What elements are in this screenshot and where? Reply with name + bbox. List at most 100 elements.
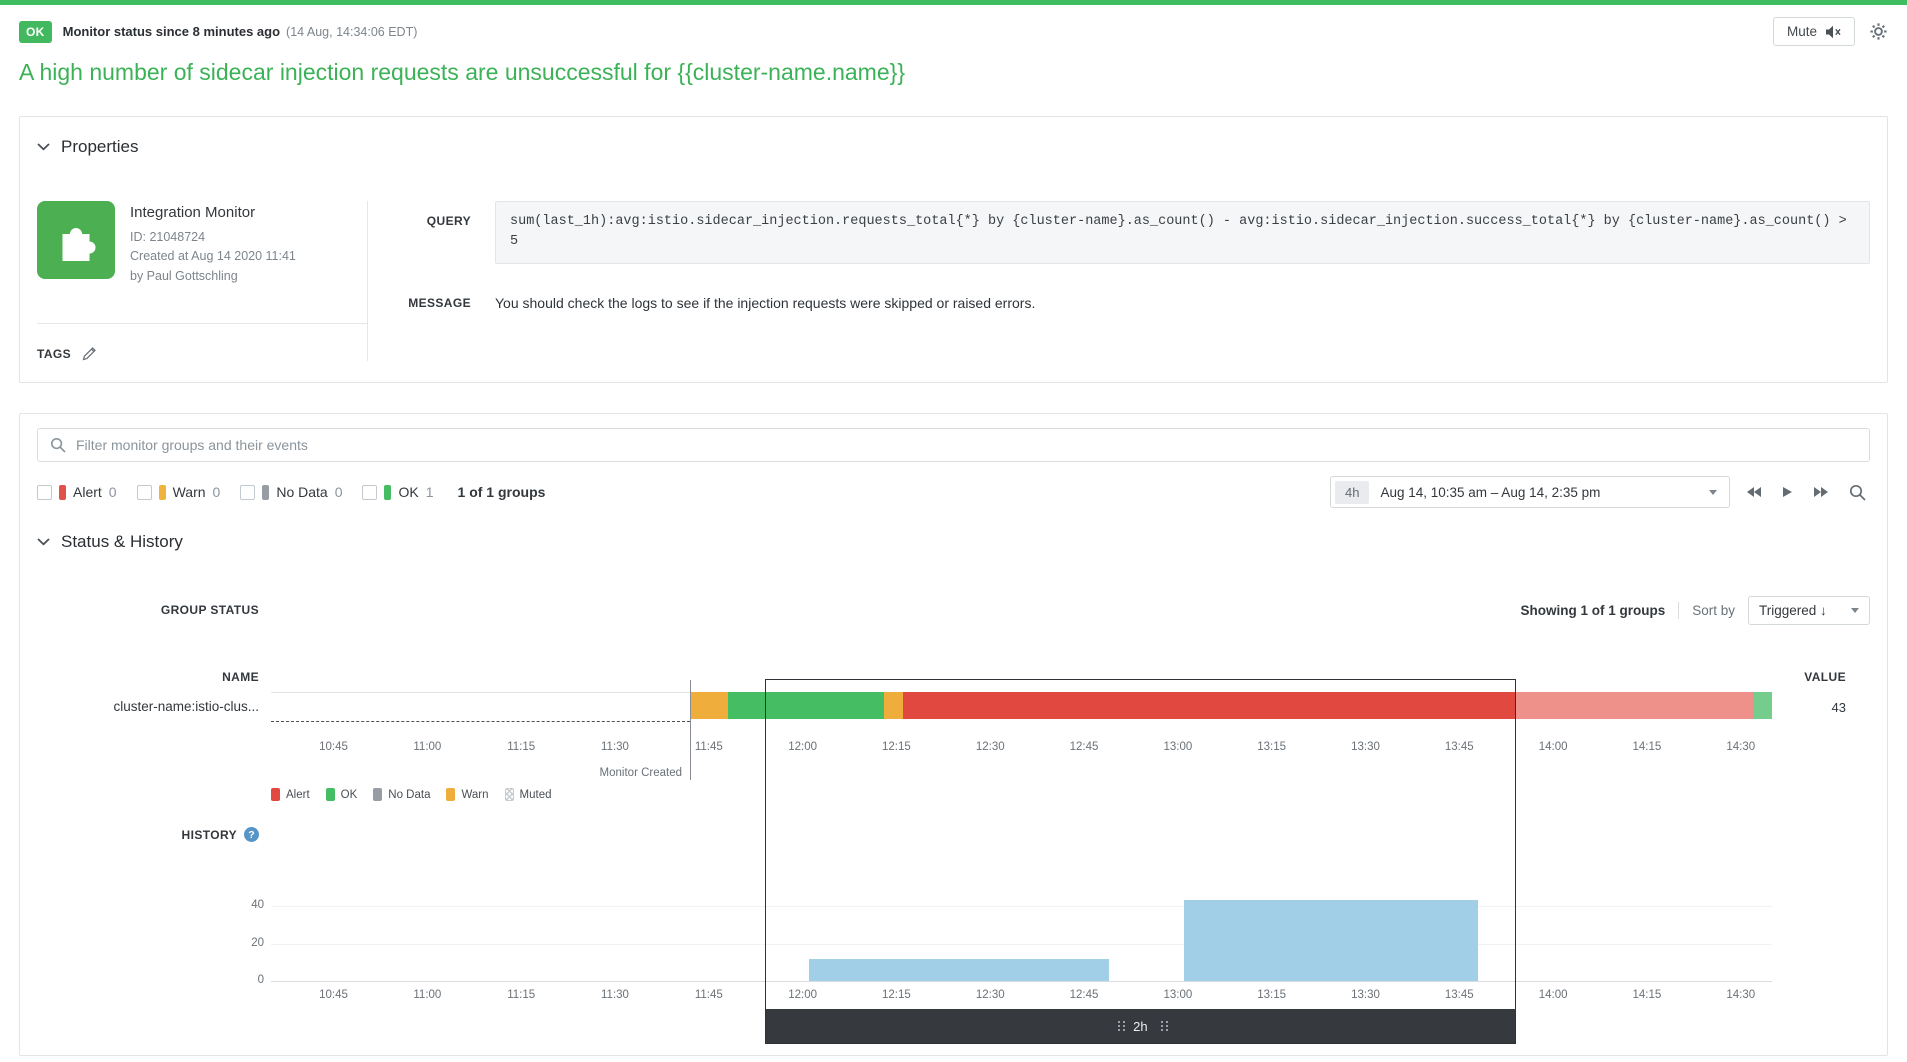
showing-groups: Showing 1 of 1 groups <box>1520 602 1666 618</box>
time-tick-label: 14:15 <box>1632 741 1662 753</box>
group-row-name[interactable]: cluster-name:istio-clus... <box>113 699 259 714</box>
mute-label: Mute <box>1786 24 1817 39</box>
time-selection-box[interactable]: 2h <box>765 679 1516 1044</box>
rewind-button[interactable] <box>1742 482 1766 502</box>
drag-handle-icon[interactable] <box>1118 1021 1121 1023</box>
timeline-segment-alert-dimmed[interactable] <box>1515 692 1754 719</box>
filter-no-data[interactable]: No Data 0 <box>240 484 342 500</box>
time-tick-label: 12:30 <box>975 741 1005 753</box>
time-tick-label: 13:45 <box>1444 741 1474 753</box>
status-history-section-title: Status & History <box>61 532 183 551</box>
checkbox-alert[interactable] <box>37 484 52 500</box>
checkbox-no-data[interactable] <box>240 484 256 500</box>
time-tick-label: 11:00 <box>413 741 442 753</box>
groups-summary: 1 of 1 groups <box>457 484 546 500</box>
status-filters-row: Alert 0 Warn 0 No Data 0 OK 1 1 of <box>37 476 1870 508</box>
checkbox-ok[interactable] <box>362 484 378 500</box>
time-tick-label: 11:15 <box>507 741 536 753</box>
search-input[interactable] <box>76 437 1857 453</box>
divider <box>367 201 368 362</box>
warn-color-pip <box>158 484 166 500</box>
time-tick-label: 11:45 <box>694 989 723 1001</box>
time-tick-label: 10:45 <box>319 989 348 1001</box>
mute-button[interactable]: Mute <box>1772 17 1855 46</box>
time-range-text: Aug 14, 10:35 am – Aug 14, 2:35 pm <box>1380 484 1601 500</box>
time-tick-label: 13:30 <box>1351 741 1380 753</box>
filter-count: 0 <box>108 484 117 500</box>
settings-gear-button[interactable] <box>1869 22 1888 41</box>
integration-monitor-icon <box>37 201 115 279</box>
timeline-segment-warn[interactable] <box>883 692 903 719</box>
filter-ok[interactable]: OK 1 <box>362 484 434 500</box>
filter-search[interactable] <box>37 428 1870 462</box>
legend-item-warn: Warn <box>446 788 489 801</box>
filter-count: 0 <box>334 484 343 500</box>
time-tick-label: 10:45 <box>319 741 348 753</box>
time-tick-label: 12:00 <box>788 741 817 753</box>
chevron-down-icon <box>37 538 50 546</box>
monitor-query: sum(last_1h):avg:istio.sidecar_injection… <box>495 201 1870 264</box>
ok-legend-chip <box>325 788 335 801</box>
sort-value: Triggered ↓ <box>1759 602 1827 618</box>
edit-tags-button[interactable] <box>82 346 97 361</box>
muted-legend-chip <box>504 788 514 801</box>
properties-section-header[interactable]: Properties <box>20 117 1887 165</box>
properties-body: Integration Monitor ID: 21048724 Created… <box>20 201 1887 362</box>
time-tick-label: 13:00 <box>1163 989 1193 1001</box>
help-icon[interactable]: ? <box>244 827 259 842</box>
timeline-segment-warn[interactable] <box>690 692 728 719</box>
history-bar[interactable] <box>1184 900 1479 981</box>
magnifier-icon <box>1849 484 1866 501</box>
monitor-message: You should check the logs to see if the … <box>495 294 1036 311</box>
timeline-segment-alert[interactable] <box>902 692 1516 719</box>
checkbox-warn[interactable] <box>136 484 152 500</box>
filter-alert[interactable]: Alert 0 <box>37 484 117 500</box>
chevron-down-icon <box>37 143 50 151</box>
filter-label: OK <box>398 484 419 500</box>
monitor-author: by Paul Gottschling <box>130 268 238 283</box>
timeline-segment-ok[interactable] <box>727 692 884 719</box>
divider <box>1678 601 1680 619</box>
drag-handle-icon[interactable] <box>1160 1021 1163 1023</box>
monitor-definition-column: QUERY sum(last_1h):avg:istio.sidecar_inj… <box>368 201 1870 361</box>
properties-panel: Properties Integration Monitor ID: 21048… <box>19 116 1888 383</box>
alert-color-pip <box>59 484 66 500</box>
monitor-created-line <box>690 680 692 780</box>
monitor-title: A high number of sidecar injection reque… <box>19 59 905 85</box>
puzzle-icon <box>62 228 96 261</box>
filter-label: Warn <box>172 484 206 500</box>
zoom-button[interactable] <box>1845 480 1870 505</box>
fast-forward-button[interactable] <box>1809 482 1833 502</box>
query-label: QUERY <box>426 214 471 228</box>
pre-monitor-dashed-line <box>271 721 691 722</box>
selection-footer[interactable]: 2h <box>766 1009 1515 1043</box>
time-tick-label: 13:15 <box>1257 989 1287 1001</box>
group-row-value: 43 <box>1831 700 1846 715</box>
filter-warn[interactable]: Warn 0 <box>136 484 220 500</box>
play-button[interactable] <box>1778 482 1797 502</box>
properties-section-title: Properties <box>61 137 139 156</box>
timeline-segment-ok-dimmed[interactable] <box>1753 692 1772 719</box>
selection-duration: 2h <box>1133 1018 1148 1034</box>
time-tick-label: 11:00 <box>413 989 442 1001</box>
warn-legend-chip <box>446 788 456 801</box>
status-text: Monitor status since 8 minutes ago <box>62 24 281 39</box>
name-column-header: NAME <box>222 670 259 684</box>
monitor-header: OK Monitor status since 8 minutes ago (1… <box>0 5 1907 46</box>
status-timeline[interactable] <box>271 692 1772 719</box>
history-bar[interactable] <box>808 958 1110 981</box>
status-timestamp: (14 Aug, 14:34:06 EDT) <box>286 24 418 39</box>
time-range-picker[interactable]: 4h Aug 14, 10:35 am – Aug 14, 2:35 pm <box>1330 476 1730 508</box>
timeline-segment-no-monitor[interactable] <box>271 692 691 719</box>
time-tick-label: 13:45 <box>1444 989 1474 1001</box>
play-icon <box>1783 487 1792 497</box>
sort-by-label: Sort by <box>1692 602 1735 618</box>
fast-forward-icon <box>1814 487 1828 497</box>
sort-select[interactable]: Triggered ↓ <box>1748 595 1870 625</box>
chevron-down-icon <box>1851 607 1859 613</box>
history-gridline <box>271 943 1772 945</box>
time-tick-label: 12:00 <box>788 989 817 1001</box>
time-tick-label: 12:30 <box>975 989 1005 1001</box>
status-history-section-header[interactable]: Status & History <box>37 508 1870 552</box>
monitor-created-label: Monitor Created <box>599 767 683 779</box>
